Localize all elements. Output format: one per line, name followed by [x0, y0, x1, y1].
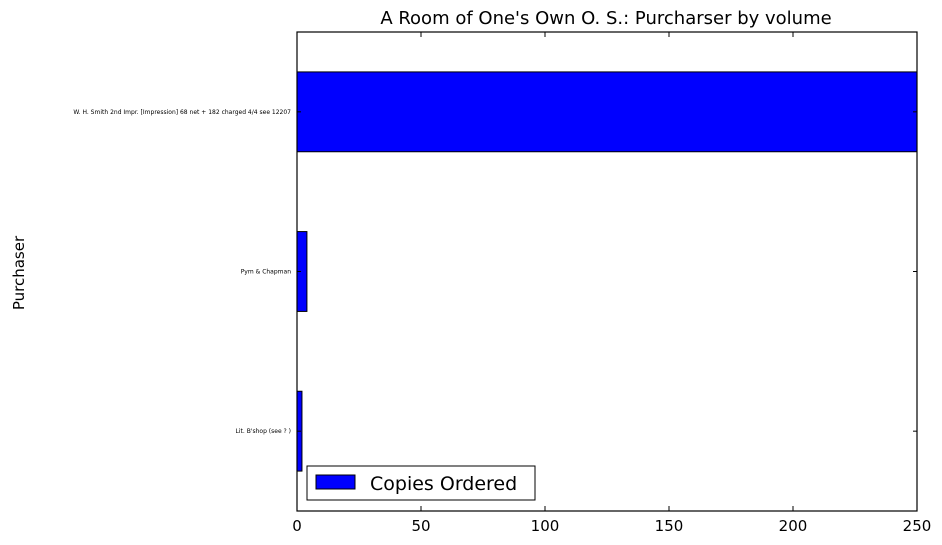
x-tick-label: 150: [655, 517, 684, 535]
y-tick-label: W. H. Smith 2nd Impr. [Impression] 68 ne…: [73, 109, 291, 116]
x-tick-label: 200: [779, 517, 808, 535]
x-tick-label: 250: [903, 517, 932, 535]
legend-swatch: [315, 474, 356, 490]
x-axis-ticks: 0 50 100 150 200 250: [292, 32, 931, 535]
y-tick-label: Pym & Chapman: [241, 269, 292, 276]
y-axis-label: Purchaser: [10, 235, 28, 310]
bar: [296, 71, 918, 153]
y-tick-label: Lit. B'shop (see ? ): [236, 428, 291, 435]
legend: Copies Ordered: [306, 465, 536, 501]
plot-frame: [296, 31, 918, 512]
x-tick-label: 50: [411, 517, 430, 535]
chart-title: A Room of One's Own O. S.: Purcharser by…: [380, 8, 831, 29]
x-tick-label: 100: [531, 517, 560, 535]
bars-group: [296, 71, 918, 472]
legend-label: Copies Ordered: [370, 473, 517, 495]
y-axis-ticks: Lit. B'shop (see ? ) Pym & Chapman W. H. S…: [73, 109, 917, 435]
x-tick-label: 0: [292, 517, 302, 535]
